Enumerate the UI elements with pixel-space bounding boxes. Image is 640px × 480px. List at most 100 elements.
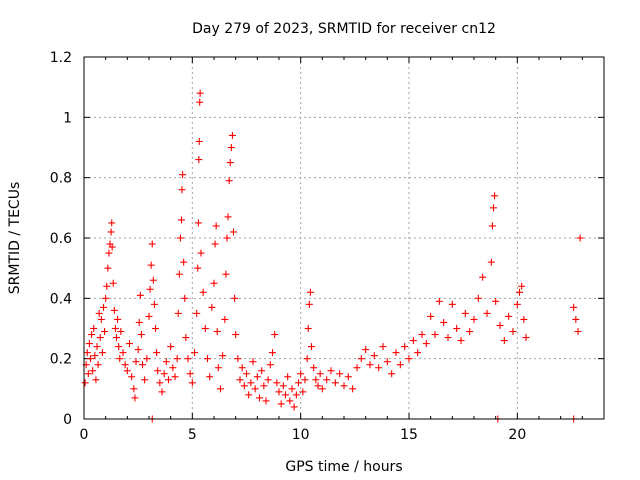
data-point	[204, 355, 211, 363]
data-point	[379, 343, 387, 351]
data-point	[136, 291, 144, 299]
plot-frame	[83, 56, 605, 420]
data-point	[236, 376, 244, 384]
data-point	[105, 249, 113, 257]
data-point	[91, 352, 99, 360]
data-point	[169, 364, 177, 372]
data-point	[201, 325, 209, 332]
data-point	[232, 331, 240, 339]
data-point	[418, 331, 426, 339]
data-point	[401, 343, 409, 351]
y-axis-label: SRMTID / TECUs	[7, 182, 23, 295]
data-point	[194, 264, 202, 272]
data-point	[176, 234, 184, 242]
data-point	[362, 346, 370, 354]
data-point	[206, 373, 214, 381]
data-point	[174, 309, 182, 317]
data-point	[277, 400, 285, 408]
data-point	[457, 337, 465, 345]
data-point	[162, 358, 170, 366]
data-point	[167, 343, 175, 351]
data-point	[217, 385, 224, 393]
data-point	[316, 370, 324, 378]
data-point	[228, 131, 236, 139]
data-point	[409, 337, 417, 345]
data-point	[340, 382, 348, 390]
data-point	[245, 391, 253, 399]
data-point	[130, 385, 138, 393]
data-point	[146, 285, 154, 293]
data-point	[150, 300, 158, 308]
data-point	[314, 382, 322, 390]
data-point	[357, 355, 365, 363]
y-tick-label: 0.4	[50, 291, 72, 307]
data-point	[147, 261, 155, 269]
data-point	[509, 328, 517, 336]
data-point	[171, 373, 179, 381]
data-point	[100, 303, 107, 311]
data-point	[431, 331, 439, 339]
data-point	[290, 403, 298, 411]
data-point	[444, 334, 452, 342]
data-point	[95, 309, 103, 317]
data-point	[370, 352, 378, 360]
data-point	[165, 376, 172, 384]
x-tick-labels: 0 5 10 15 20	[80, 427, 527, 443]
data-point	[212, 222, 220, 230]
data-point	[234, 355, 242, 363]
data-point	[570, 303, 578, 311]
data-point	[483, 309, 491, 317]
grid-lines	[84, 57, 604, 419]
data-point	[405, 355, 413, 363]
x-tick-label: 0	[80, 427, 89, 443]
data-point	[214, 364, 222, 372]
data-point	[336, 370, 344, 378]
data-point	[149, 276, 157, 284]
data-point	[154, 367, 162, 375]
data-point	[81, 379, 89, 387]
data-point	[196, 89, 204, 97]
y-tick-label: 0.6	[50, 231, 72, 247]
x-tick-label: 15	[400, 427, 418, 443]
data-point	[137, 331, 145, 339]
data-point	[366, 361, 374, 369]
data-point	[89, 367, 97, 375]
data-point	[103, 282, 111, 290]
data-point	[181, 294, 189, 302]
data-point	[180, 258, 188, 266]
data-point	[156, 379, 164, 387]
data-point	[470, 315, 478, 323]
data-point	[243, 370, 250, 378]
data-point	[238, 364, 246, 372]
data-point	[94, 361, 102, 369]
data-point	[114, 315, 122, 323]
data-point	[131, 394, 139, 402]
chart-title: Day 279 of 2023, SRMTID for receiver cn1…	[192, 21, 496, 37]
data-point	[224, 213, 232, 221]
data-point	[414, 349, 422, 357]
data-point	[110, 306, 118, 314]
data-point	[496, 321, 504, 329]
data-point	[249, 358, 257, 366]
data-point	[102, 294, 110, 302]
data-point	[353, 364, 361, 372]
data-point	[116, 355, 124, 363]
data-point	[90, 325, 98, 332]
data-point	[576, 234, 584, 242]
data-point	[117, 328, 125, 336]
data-point	[308, 343, 315, 351]
y-tick-label: 1.2	[50, 50, 72, 66]
data-point	[126, 340, 133, 348]
data-point	[461, 309, 469, 317]
y-tick-label: 0.8	[50, 171, 72, 187]
data-point	[247, 379, 255, 387]
data-point	[226, 159, 234, 167]
data-point	[213, 328, 221, 336]
data-point	[331, 379, 339, 387]
data-point	[85, 340, 93, 348]
data-point	[253, 373, 261, 381]
data-point	[304, 325, 312, 332]
data-point	[292, 391, 300, 399]
data-point	[178, 216, 185, 224]
data-point	[93, 343, 101, 351]
